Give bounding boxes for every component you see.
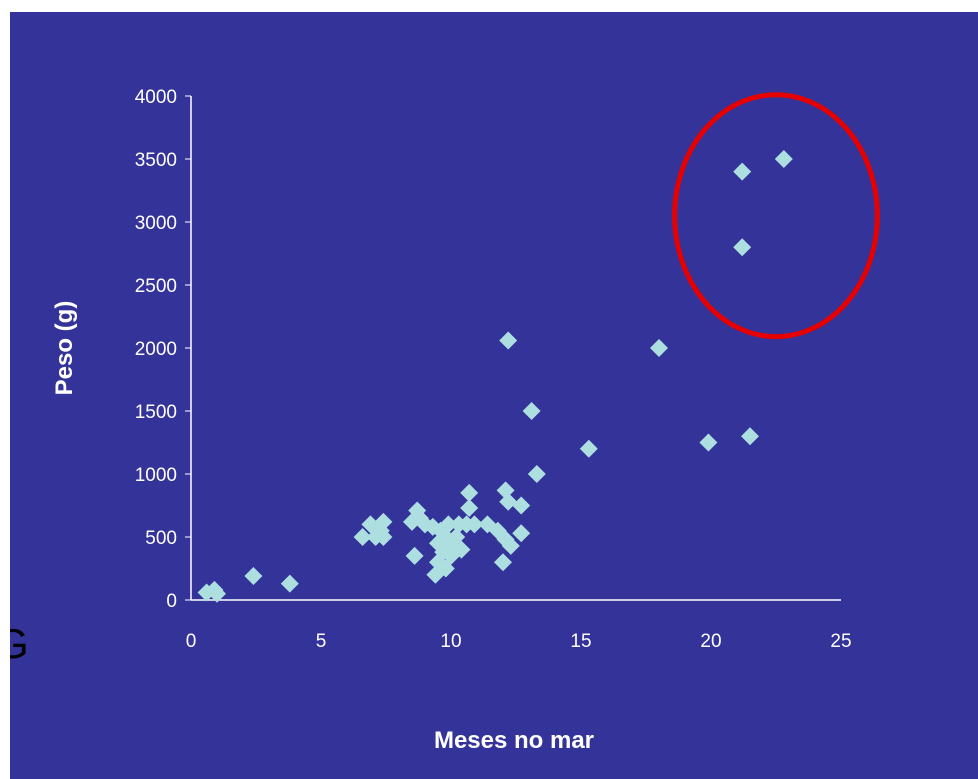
x-tick-label: 20 bbox=[700, 631, 721, 652]
x-tick-label: 0 bbox=[186, 631, 197, 652]
data-point bbox=[579, 439, 598, 458]
y-tick-label: 3500 bbox=[135, 150, 177, 171]
y-tick-label: 500 bbox=[145, 528, 177, 549]
x-tick-label: 5 bbox=[316, 631, 327, 652]
data-point bbox=[527, 465, 546, 483]
data-point bbox=[244, 567, 263, 586]
data-point bbox=[208, 584, 226, 603]
y-tick-label: 1000 bbox=[135, 465, 177, 486]
data-point bbox=[512, 496, 531, 515]
data-point bbox=[405, 546, 424, 565]
data-point bbox=[733, 238, 752, 257]
data-point bbox=[460, 499, 479, 518]
x-axis-title: Meses no mar bbox=[434, 727, 594, 754]
data-point bbox=[774, 150, 793, 168]
data-point bbox=[499, 492, 518, 511]
y-tick-label: 0 bbox=[166, 591, 177, 612]
data-point bbox=[465, 515, 484, 534]
data-point bbox=[452, 540, 471, 559]
data-point bbox=[374, 528, 393, 546]
y-tick-label: 1500 bbox=[135, 402, 177, 423]
data-point bbox=[512, 524, 531, 543]
data-point bbox=[501, 536, 520, 555]
x-tick-label: 15 bbox=[570, 631, 591, 652]
data-point bbox=[460, 483, 479, 502]
data-point bbox=[522, 402, 541, 420]
x-tick-label: 25 bbox=[830, 631, 851, 652]
x-tick-label: 10 bbox=[440, 631, 461, 652]
scatter-chart: G 0 500 1000 1500 2000 2500 3000 3500 4000 0 5 10 1… bbox=[10, 87, 880, 754]
data-point bbox=[439, 515, 458, 534]
slide-background: G 0 500 1000 1500 2000 2500 3000 3500 4000 0 5 10 1… bbox=[10, 12, 978, 779]
data-point bbox=[699, 433, 718, 452]
data-point bbox=[280, 574, 299, 593]
y-tick-label: 2000 bbox=[135, 339, 177, 360]
data-point bbox=[353, 528, 372, 546]
y-axis-title: Peso (g) bbox=[51, 301, 78, 396]
y-axis-ticks: 0 500 1000 1500 2000 2500 3000 3500 4000 bbox=[135, 87, 191, 612]
y-tick-label: 3000 bbox=[135, 213, 177, 234]
data-point bbox=[650, 339, 668, 357]
data-points bbox=[197, 150, 793, 603]
x-axis-ticks: 0 5 10 15 20 25 bbox=[186, 631, 852, 652]
data-point bbox=[374, 512, 393, 531]
y-tick-label: 4000 bbox=[135, 87, 177, 108]
y-tick-label: 2500 bbox=[135, 276, 177, 297]
highlight-ellipse bbox=[672, 92, 880, 340]
data-point bbox=[741, 427, 759, 446]
data-point bbox=[499, 331, 518, 350]
stray-text-fragment: G bbox=[10, 620, 29, 667]
data-point bbox=[733, 162, 752, 181]
data-point bbox=[494, 553, 512, 572]
data-point bbox=[408, 501, 427, 520]
